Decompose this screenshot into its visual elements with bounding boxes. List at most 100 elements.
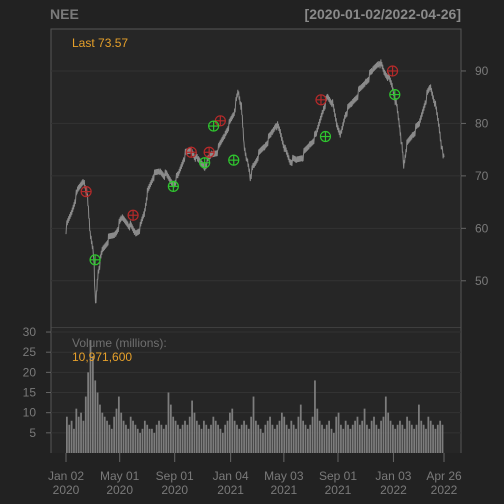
volume-bar xyxy=(94,380,97,453)
volume-bar xyxy=(255,420,257,453)
buy-signal-marker xyxy=(389,88,401,101)
volume-bar xyxy=(314,380,316,453)
volume-bar xyxy=(273,428,276,453)
price-axis-ticks: 50 60 70 80 90 xyxy=(461,64,489,288)
volume-bar xyxy=(332,432,335,453)
sell-signals xyxy=(80,65,399,221)
volume-bar xyxy=(198,424,201,453)
volume-bar xyxy=(337,412,340,453)
volume-bar xyxy=(117,396,120,453)
volume-value: 10,971,600 xyxy=(72,350,132,364)
volume-bar xyxy=(139,432,141,453)
volume-bar xyxy=(155,424,158,453)
volume-bar xyxy=(342,428,345,453)
x-tick-label: Sep 01 xyxy=(156,469,194,483)
volume-bar xyxy=(238,428,241,453)
volume-bar xyxy=(373,416,375,453)
price-tick-label: 50 xyxy=(475,274,489,288)
volume-bar xyxy=(309,424,312,453)
volume-bar xyxy=(210,424,212,453)
volume-bar xyxy=(129,416,132,453)
price-panel xyxy=(50,28,462,329)
volume-bar xyxy=(349,428,352,453)
volume-bar xyxy=(217,424,219,453)
volume-bar xyxy=(134,424,137,453)
volume-bar xyxy=(441,424,444,453)
volume-bar xyxy=(392,424,394,453)
volume-bar xyxy=(280,412,283,453)
buy-signal-marker xyxy=(167,180,179,192)
volume-bar xyxy=(136,428,139,453)
volume-bar xyxy=(413,428,416,453)
volume-bar xyxy=(250,416,253,453)
volume-bar xyxy=(403,428,406,453)
volume-bar xyxy=(368,428,371,453)
volume-bar xyxy=(226,420,229,453)
volume-bar xyxy=(358,424,361,453)
volume-bar xyxy=(377,428,380,453)
volume-bar xyxy=(356,416,359,453)
volume-bar xyxy=(361,420,364,453)
buy-signal-marker xyxy=(319,130,332,143)
volume-bar xyxy=(167,392,170,453)
volume-bar xyxy=(73,428,75,453)
volume-bar xyxy=(259,428,262,453)
volume-bar xyxy=(311,416,314,453)
volume-bar xyxy=(99,404,101,453)
sell-signal-marker xyxy=(203,146,215,158)
sell-signal-marker xyxy=(214,115,226,127)
volume-bar xyxy=(325,424,328,453)
sell-signal-marker xyxy=(80,186,92,198)
volume-bars xyxy=(66,340,444,453)
volume-bar xyxy=(221,432,224,453)
volume-bar xyxy=(132,420,134,453)
volume-bar xyxy=(418,404,420,453)
volume-bar xyxy=(82,420,85,453)
volume-bar xyxy=(87,372,90,453)
volume-bar xyxy=(70,420,73,453)
price-tick-label: 70 xyxy=(475,169,489,183)
volume-bar xyxy=(415,424,418,453)
volume-bar xyxy=(406,416,408,453)
volume-bar xyxy=(304,424,307,453)
buy-signals xyxy=(89,88,401,266)
volume-bar xyxy=(306,428,309,453)
volume-tick-label: 25 xyxy=(23,345,37,359)
volume-bar xyxy=(174,420,177,453)
volume-tick-label: 20 xyxy=(23,365,37,379)
volume-bar xyxy=(108,424,111,453)
x-tick-year: 2021 xyxy=(325,483,352,497)
volume-bar xyxy=(396,424,399,453)
volume-bar xyxy=(269,416,271,453)
volume-bar xyxy=(247,428,250,453)
volume-bar xyxy=(292,424,295,453)
volume-bar xyxy=(236,424,238,453)
price-tick-label: 90 xyxy=(475,64,489,78)
volume-bar xyxy=(271,424,274,453)
volume-bar xyxy=(252,396,255,453)
volume-bar xyxy=(401,424,404,453)
volume-bar xyxy=(146,424,149,453)
volume-bar xyxy=(370,420,373,453)
x-tick-label: Jan 02 xyxy=(48,469,84,483)
x-tick-year: 2020 xyxy=(53,483,80,497)
volume-bar xyxy=(207,428,210,453)
volume-bar xyxy=(231,408,234,453)
volume-bar xyxy=(191,400,193,453)
volume-bar xyxy=(120,412,123,453)
volume-bar xyxy=(212,416,215,453)
volume-bar xyxy=(68,424,71,453)
volume-bar xyxy=(335,416,338,453)
volume-bar xyxy=(366,424,368,453)
volume-bar xyxy=(434,428,437,453)
volume-tick-label: 15 xyxy=(23,386,37,400)
volume-bar xyxy=(243,420,245,453)
volume-bar xyxy=(340,424,342,453)
buy-signal-marker xyxy=(228,154,240,166)
volume-bar xyxy=(115,408,118,453)
volume-bar xyxy=(66,416,68,453)
volume-bar xyxy=(179,428,182,453)
volume-bar xyxy=(122,420,125,453)
volume-bar xyxy=(91,356,94,453)
